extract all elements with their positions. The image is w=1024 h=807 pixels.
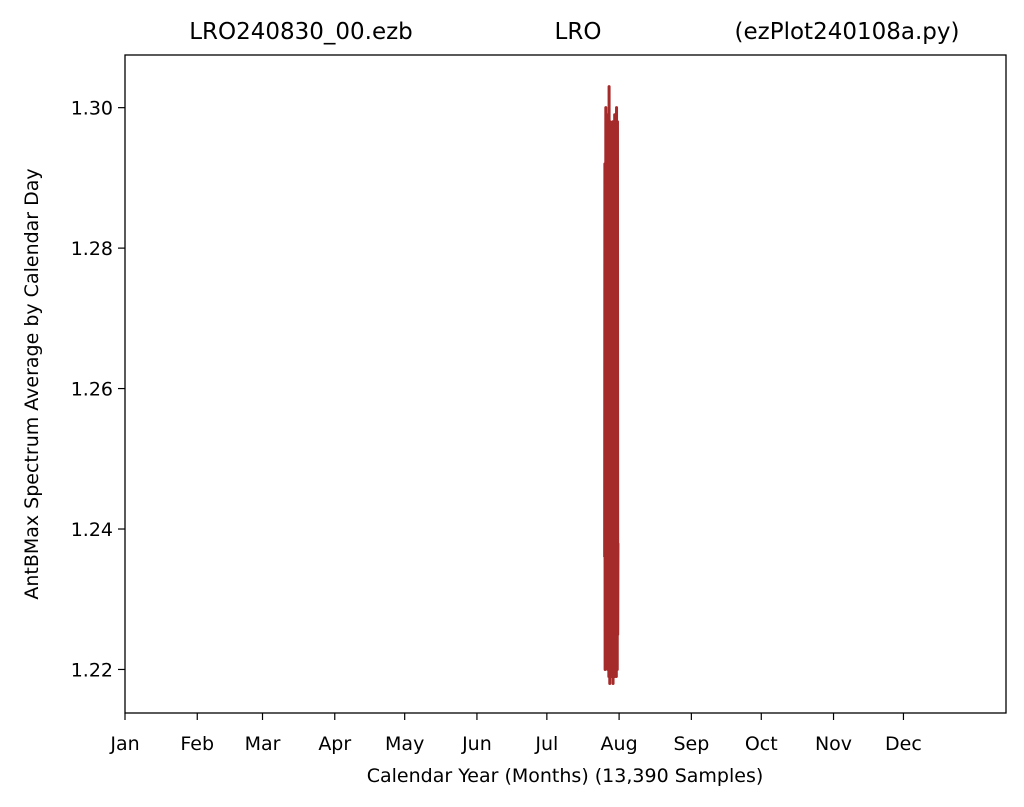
y-tick-label: 1.28	[71, 238, 113, 260]
x-tick-label: Nov	[815, 733, 852, 755]
x-axis-label: Calendar Year (Months) (13,390 Samples)	[367, 765, 764, 787]
series-layer	[603, 85, 620, 686]
x-tick-label: Mar	[245, 733, 281, 755]
x-tick-label: Jan	[109, 733, 139, 755]
title-filename: LRO240830_00.ezb	[189, 19, 413, 45]
title-script: (ezPlot240108a.py)	[735, 19, 960, 45]
x-tick-label: Aug	[601, 733, 638, 755]
x-tick-label: May	[385, 733, 424, 755]
y-tick-label: 1.26	[71, 379, 113, 401]
x-tick-label: Jul	[534, 733, 558, 755]
series-line	[603, 85, 620, 686]
y-tick-label: 1.30	[71, 98, 113, 120]
x-tick-label: Feb	[180, 733, 214, 755]
y-tick-label: 1.24	[71, 519, 113, 541]
y-axis: 1.22 1.24 1.26 1.28 1.30	[71, 98, 125, 681]
y-tick-label: 1.22	[71, 659, 113, 681]
title-station: LRO	[555, 19, 602, 45]
x-tick-label: Jun	[461, 733, 492, 755]
x-tick-label: Sep	[673, 733, 709, 755]
y-axis-label: AntBMax Spectrum Average by Calendar Day	[21, 168, 43, 599]
chart-title: LRO240830_00.ezb LRO (ezPlot240108a.py)	[189, 19, 959, 45]
plot-frame	[124, 54, 1007, 714]
x-tick-label: Apr	[318, 733, 351, 755]
x-axis: Jan Feb Mar Apr May Jun Jul Aug Sep Oct Nov Dec	[109, 713, 922, 755]
x-tick-label: Oct	[745, 733, 778, 755]
x-tick-label: Dec	[885, 733, 922, 755]
